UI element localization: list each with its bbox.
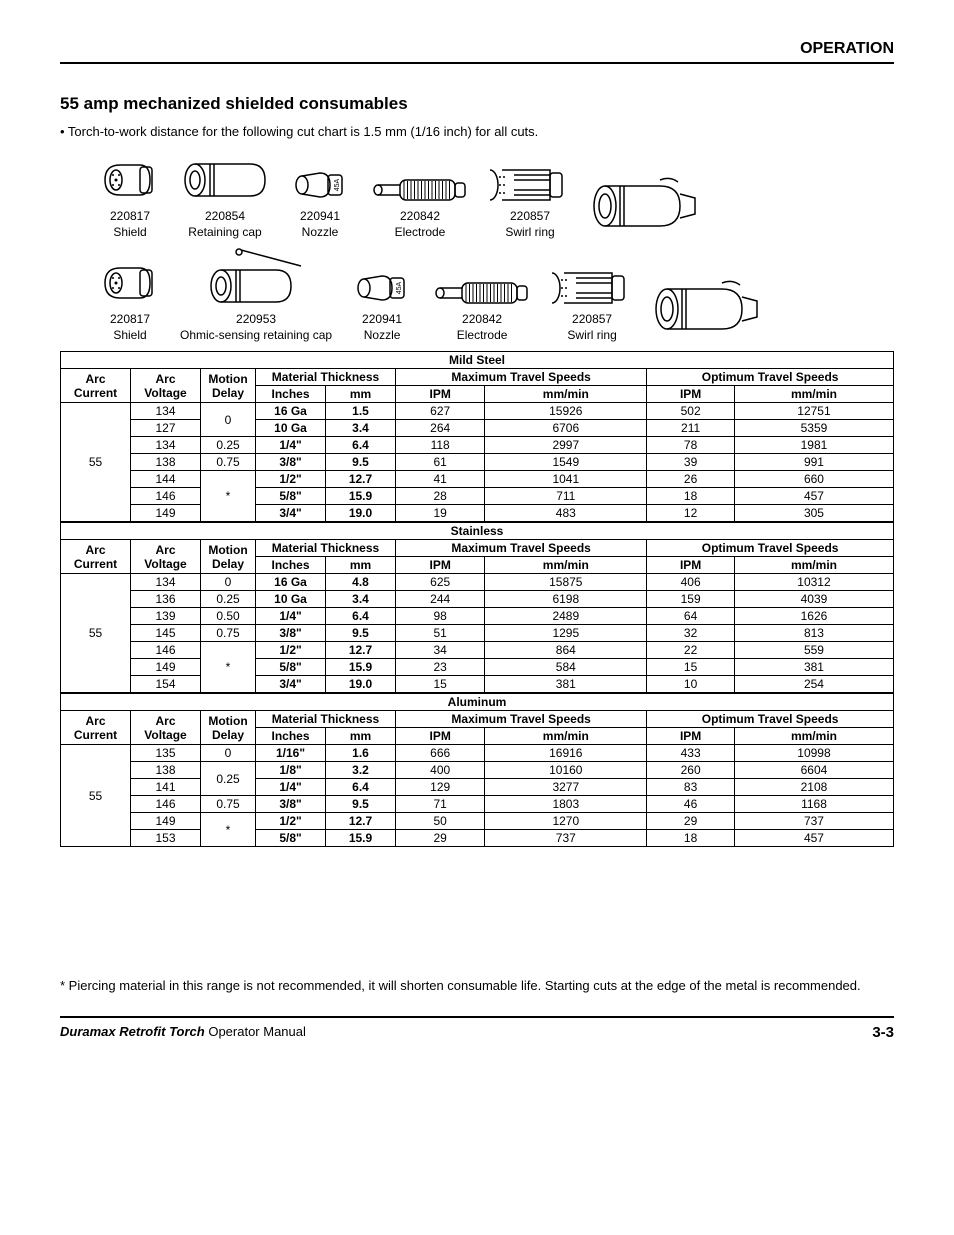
- part-retcap: 220854Retaining cap: [180, 155, 270, 240]
- part-shield: 220817Shield: [100, 258, 160, 343]
- footer-product: Duramax Retrofit Torch: [60, 1024, 205, 1039]
- cut-chart-aluminum: Aluminum Arc Current Arc Voltage MotionD…: [60, 693, 894, 847]
- footer: Duramax Retrofit Torch Operator Manual 3…: [60, 1016, 894, 1041]
- part-electrode: 220842Electrode: [370, 175, 470, 240]
- part-electrode: 220842Electrode: [432, 278, 532, 343]
- cut-charts: Mild Steel Arc Current Arc Voltage Motio…: [60, 351, 894, 847]
- page-title: 55 amp mechanized shielded consumables: [60, 94, 894, 114]
- cut-chart-mild-steel: Mild Steel Arc Current Arc Voltage Motio…: [60, 351, 894, 522]
- section-header: OPERATION: [60, 40, 894, 64]
- part-ohmic: 220953Ohmic-sensing retaining cap: [180, 248, 332, 343]
- part-assembly: [590, 176, 700, 240]
- footnote: * Piercing material in this range is not…: [60, 977, 894, 995]
- svg-text:45A: 45A: [334, 178, 341, 191]
- part-nozzle: 45A 220941Nozzle: [290, 165, 350, 240]
- page-number: 3-3: [872, 1024, 894, 1041]
- part-nozzle: 45A 220941Nozzle: [352, 268, 412, 343]
- footer-manual: Operator Manual: [205, 1024, 306, 1039]
- part-assembly: [652, 279, 762, 343]
- part-swirl: 220857Swirl ring: [552, 268, 632, 343]
- part-swirl: 220857Swirl ring: [490, 165, 570, 240]
- cut-chart-stainless: Stainless Arc Current Arc Voltage Motion…: [60, 522, 894, 693]
- svg-text:45A: 45A: [396, 282, 403, 295]
- note: • Torch-to-work distance for the followi…: [60, 124, 894, 139]
- part-shield: 220817Shield: [100, 155, 160, 240]
- parts-diagrams: 220817Shield 220854Retaining cap 45A 220…: [60, 155, 894, 343]
